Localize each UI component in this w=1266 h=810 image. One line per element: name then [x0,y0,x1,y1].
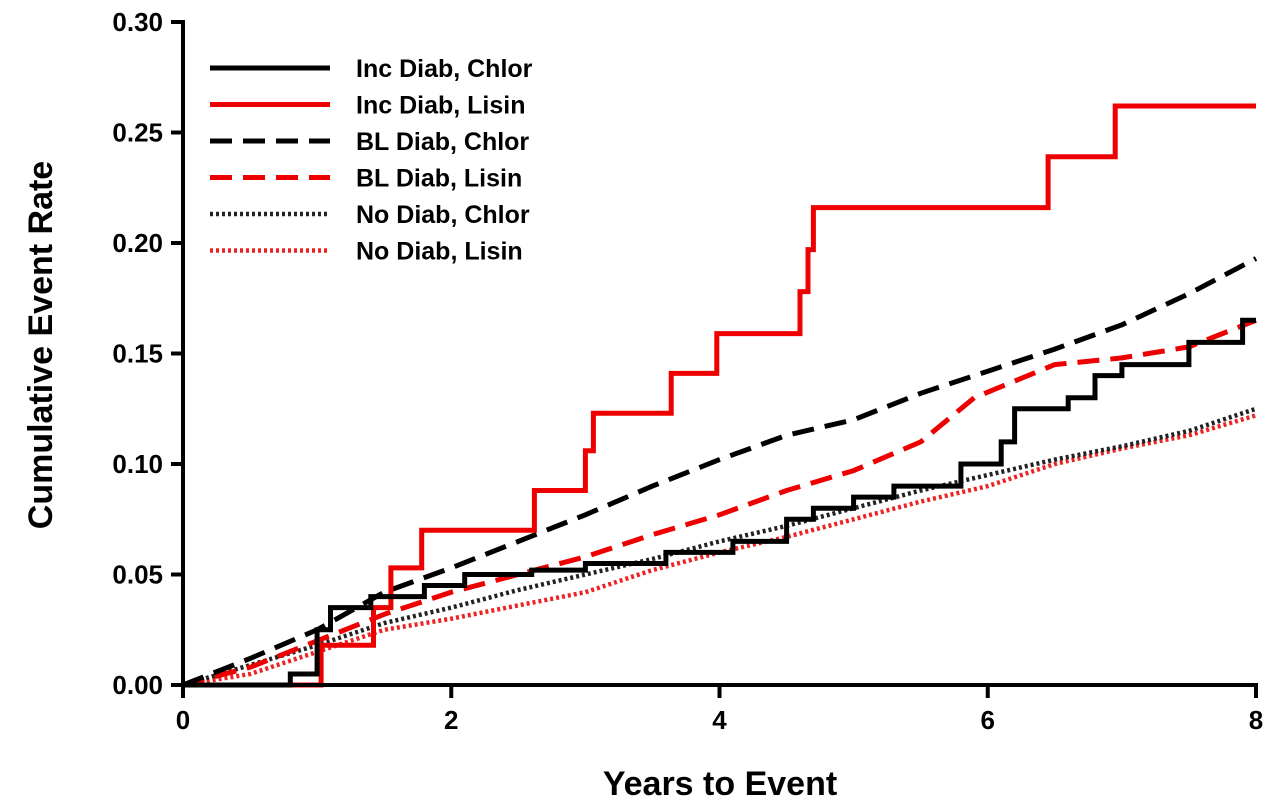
x-axis-ticks: 0 2 4 6 8 [176,685,1263,735]
legend-label: No Diab, Lisin [356,238,523,266]
y-tick-label: 0.00 [112,670,163,700]
legend-label: Inc Diab, Lisin [356,92,525,120]
x-tick-label: 0 [176,705,190,735]
y-tick-label: 0.10 [112,449,163,479]
y-axis-title: Cumulative Event Rate [22,161,60,529]
legend-label: No Diab, Chlor [356,201,530,229]
y-tick-label: 0.15 [112,339,163,369]
legend-label: Inc Diab, Chlor [356,55,533,83]
series-line [182,256,1258,688]
plot-area [182,103,1258,688]
y-tick-label: 0.05 [112,560,163,590]
y-tick-label: 0.25 [112,118,163,148]
y-axis-ticks: 0.00 0.05 0.10 0.15 0.20 0.25 0.30 [112,7,183,700]
axes [181,20,1258,687]
y-tick-label: 0.20 [112,228,163,258]
x-tick-label: 4 [712,705,727,735]
legend-label: BL Diab, Chlor [356,128,529,156]
x-tick-label: 2 [444,705,458,735]
legend-label: BL Diab, Lisin [356,165,522,193]
y-tick-label: 0.30 [112,7,163,37]
legend: Inc Diab, Chlor Inc Diab, Lisin BL Diab, C… [210,55,533,266]
series-line [183,103,1256,688]
x-axis-title: Years to Event [603,765,837,803]
series-line [182,406,1257,688]
x-tick-label: 8 [1249,705,1263,735]
x-tick-label: 6 [981,705,995,735]
series-line [183,317,1256,688]
